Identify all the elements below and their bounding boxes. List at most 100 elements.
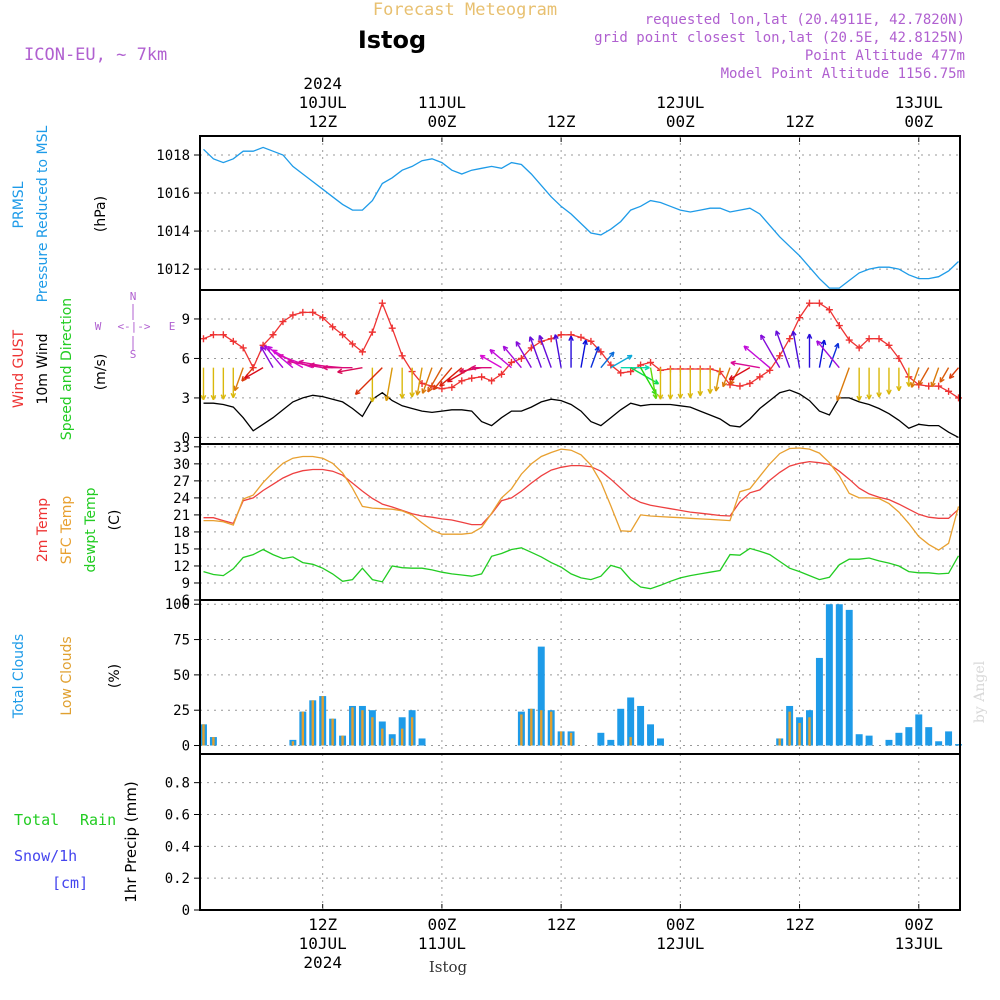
gust-marker (885, 341, 893, 349)
y-tick-label: 6 (182, 351, 190, 367)
gust-marker (815, 299, 823, 307)
total-cloud-bar (597, 732, 605, 746)
top-tick-label: 12Z (308, 112, 337, 131)
wind-arrow (600, 351, 615, 369)
top-tick-label: 13JUL (895, 93, 943, 112)
gust-marker (339, 331, 347, 339)
wind-arrow-head (609, 351, 615, 358)
wind-arrow-head (233, 385, 239, 392)
wind-arrow (728, 367, 751, 381)
bottom-tick-label: 10JUL (299, 934, 347, 953)
wind-arrow (489, 349, 512, 369)
wind-arrow-head (427, 386, 433, 393)
y-tick-label: 21 (173, 508, 190, 524)
gust-label: Wind GUST (11, 329, 27, 408)
wind-arrow (610, 354, 633, 369)
wind-panel: Wind GUST 10m Wind Speed and Direction (… (11, 289, 963, 446)
low-cloud-bar (291, 741, 295, 746)
pressure-panel: PRMSL Pressure Reduced to MSL (hPa) 1012… (11, 125, 961, 302)
wind-arrow-head (728, 375, 735, 381)
wind-arrow (948, 367, 960, 379)
low-cloud-bar (540, 710, 543, 746)
gust-marker (786, 335, 794, 343)
gust-marker (498, 370, 506, 378)
low-cloud-bar (629, 737, 632, 746)
y-tick-label: 3 (182, 391, 190, 407)
wind-arrow-head (856, 395, 862, 401)
wind-arrow (421, 367, 433, 394)
top-tick-label: 10JUL (299, 93, 347, 112)
low-cloud-bar (331, 718, 334, 746)
wind-arrow-head (806, 333, 813, 339)
wind-arrow-head (439, 381, 445, 387)
wind-arrow-head (287, 359, 293, 365)
wind-arrow (836, 367, 850, 401)
dewpt-label: dewpt Temp (83, 487, 99, 572)
wind-arrow (910, 367, 920, 388)
y-tick-label: 1018 (156, 148, 190, 164)
total-cloud-bar (885, 739, 893, 746)
low-cloud-bar (202, 724, 205, 746)
wind-arrow-head (657, 394, 664, 400)
panel-frame (199, 753, 961, 911)
total-cloud-bar (945, 731, 953, 746)
y-tick-label: 1014 (156, 224, 190, 240)
wind-arrow (917, 367, 930, 386)
y-tick-label: 0 (182, 903, 190, 919)
wind-arrow (337, 366, 363, 373)
gust-marker (776, 352, 784, 360)
top-tick-label: 00Z (666, 112, 695, 131)
wind-arrow-head (677, 393, 684, 399)
wind-arrow-head (626, 354, 633, 360)
wind-direction-label: Speed and Direction (59, 298, 75, 440)
gust-marker (448, 383, 456, 391)
gust-marker (587, 337, 595, 345)
wind-arrow-head (502, 345, 509, 352)
wind-unit-label: (m/s) (93, 354, 109, 391)
model-altitude: Model Point Altitude 1156.75m (721, 66, 965, 82)
top-tick-label: 00Z (427, 112, 456, 131)
top-tick-label: 00Z (904, 112, 933, 131)
wind-arrow-head (730, 360, 736, 367)
total-cloud-bar (418, 738, 426, 746)
gust-marker (279, 318, 287, 326)
wind-arrow-head (260, 345, 266, 352)
wind-arrow (939, 367, 950, 383)
total-cloud-bar (647, 724, 655, 746)
gust-marker (269, 331, 277, 339)
gust-marker (597, 348, 605, 356)
wind-arrow-head (697, 390, 704, 396)
compass-north: N (130, 290, 137, 303)
y-tick-label: 0.6 (165, 807, 190, 823)
wind-arrow (792, 331, 801, 368)
wind-arrow-head (866, 394, 872, 400)
wind-arrow (931, 367, 940, 387)
wind-arrow (385, 367, 393, 401)
gust-marker (736, 382, 744, 390)
dewpt-temp-line (203, 547, 960, 590)
wind-arrow-head (278, 354, 284, 360)
total-cloud-bar (637, 705, 645, 746)
wind-arrow-head (713, 386, 720, 392)
wind-gust-line (203, 301, 959, 399)
sfc-temp-label: SFC Temp (59, 496, 75, 565)
gust-marker (478, 373, 486, 381)
wind-arrow (234, 367, 244, 391)
low-cloud-bar (798, 722, 801, 746)
wind-arrow (722, 367, 731, 387)
chart-title: Forecast Meteogram (373, 0, 557, 20)
wind-arrow-head (836, 395, 842, 402)
watermark: by Angel (972, 660, 988, 723)
top-tick-label: 2024 (303, 74, 342, 93)
wind-arrow-head (369, 397, 376, 403)
gust-marker (895, 354, 903, 362)
wind-arrow-head (200, 395, 207, 401)
total-cloud-label: Total Clouds (11, 634, 27, 719)
wind-arrow (439, 367, 463, 387)
total-cloud-bar (656, 738, 664, 746)
gust-marker (517, 354, 525, 362)
wind-arrow-head (910, 382, 916, 388)
gust-marker (855, 344, 863, 352)
wind-arrow-head (459, 368, 465, 374)
